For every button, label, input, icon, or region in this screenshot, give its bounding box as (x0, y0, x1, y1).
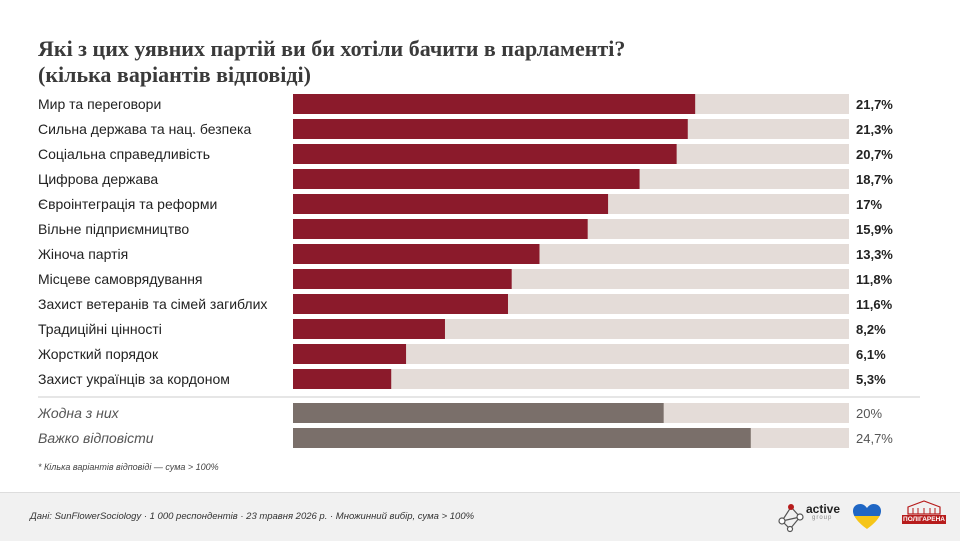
bar-bar (293, 269, 512, 289)
bar-value-label: 8,2% (856, 322, 886, 337)
bar-category-label: Жорсткий порядок (38, 346, 159, 362)
bar-category-label: Традиційні цінності (38, 321, 162, 337)
bar-bar (293, 169, 640, 189)
bar-value-label: 13,3% (856, 247, 893, 262)
other-value-label: 20% (856, 406, 882, 421)
building-icon (907, 500, 941, 515)
bar-value-label: 6,1% (856, 347, 886, 362)
active-logo-word: active (806, 502, 841, 516)
bar-value-label: 18,7% (856, 172, 893, 187)
bar-value-label: 17% (856, 197, 882, 212)
chart-title: Які з цих уявних партій ви би хотіли бач… (38, 36, 918, 88)
bar-value-label: 21,3% (856, 122, 893, 137)
network-icon (778, 504, 804, 533)
source-note: Дані: SunFlowerSociology · 1 000 респонд… (30, 511, 475, 522)
bar-category-label: Цифрова держава (38, 171, 158, 187)
bar-bar (293, 119, 688, 139)
bar-bar (293, 294, 508, 314)
polyarena-logo: ПОЛІГАРЕНА (902, 499, 946, 535)
bar-value-label: 15,9% (856, 222, 893, 237)
bar-value-label: 11,6% (856, 297, 893, 312)
bar-category-label: Захист ветеранів та сімей загиблих (38, 296, 267, 312)
bar-category-label: Жіноча партія (38, 246, 128, 262)
other-category-label: Важко відповісти (38, 430, 154, 446)
chart-title-line-2: (кілька варіантів відповіді) (38, 62, 311, 87)
footnote: * Кілька варіантів відповіді — сума > 10… (38, 462, 219, 472)
polyarena-label: ПОЛІГАРЕНА (902, 515, 946, 524)
bar-bar (293, 219, 588, 239)
bar-category-label: Вільне підприємництво (38, 221, 189, 237)
bar-bar (293, 319, 445, 339)
other-value-label: 24,7% (856, 431, 893, 446)
bar-category-label: Сильна держава та нац. безпека (38, 121, 251, 137)
bar-bar (293, 194, 609, 214)
bar-category-label: Місцеве самоврядування (38, 271, 203, 287)
footer-bar: Дані: SunFlowerSociology · 1 000 респонд… (0, 492, 960, 541)
bar-category-label: Захист українців за кордоном (38, 371, 230, 387)
bar-bar (293, 244, 540, 264)
active-logo-sub: group (812, 515, 833, 521)
bar-track (293, 369, 849, 389)
other-category-label: Жодна з них (37, 405, 120, 421)
bar-bar (293, 369, 392, 389)
bar-value-label: 20,7% (856, 147, 893, 162)
chart-title-line-1: Які з цих уявних партій ви би хотіли бач… (38, 36, 626, 61)
bar-category-label: Мир та переговори (38, 96, 161, 112)
bar-track (293, 344, 849, 364)
other-bar (293, 428, 751, 448)
bar-bar (293, 94, 696, 114)
bar-value-label: 11,8% (856, 272, 893, 287)
active-group-logo: active group (776, 499, 842, 535)
bar-category-label: Євроінтеграція та реформи (38, 196, 217, 212)
bar-value-label: 21,7% (856, 97, 893, 112)
bar-bar (293, 344, 407, 364)
bar-chart: Мир та переговори 21,7% Сильна держава та … (37, 94, 920, 448)
bar-category-label: Соціальна справедливість (38, 146, 210, 162)
other-bar (293, 403, 664, 423)
bar-bar (293, 144, 677, 164)
bar-value-label: 5,3% (856, 372, 886, 387)
ukraine-heart-icon (853, 504, 881, 529)
